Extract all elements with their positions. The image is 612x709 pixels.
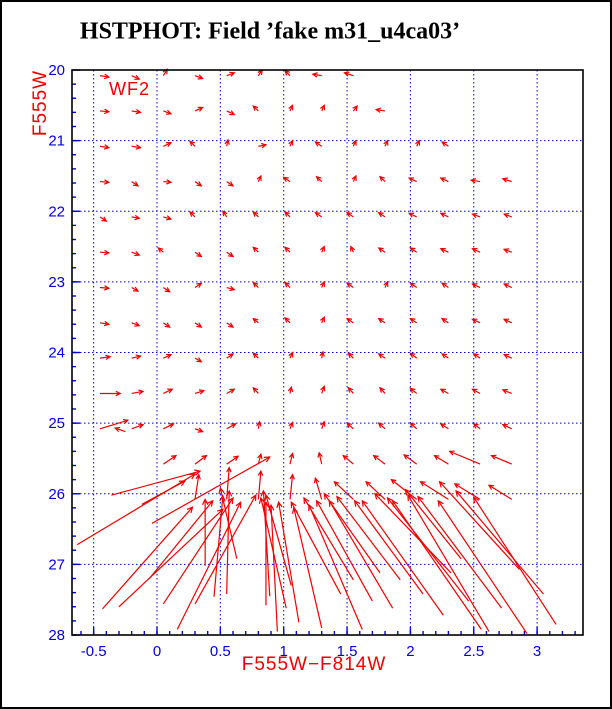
svg-text:23: 23	[48, 274, 65, 291]
svg-text:-0.5: -0.5	[81, 643, 107, 660]
svg-text:28: 28	[48, 627, 65, 644]
chart-title: HSTPHOT: Field ’fake m31_u4ca03’	[79, 18, 461, 45]
svg-text:3: 3	[533, 643, 541, 660]
y-axis-label: F555W	[30, 69, 51, 137]
svg-text:20: 20	[48, 62, 65, 79]
svg-text:25: 25	[48, 415, 65, 432]
long-vectors	[76, 456, 557, 634]
svg-text:2: 2	[406, 643, 414, 660]
y-tick-labels: 20 21 22 23 24 25 26 27 28	[48, 62, 65, 644]
svg-text:1.5: 1.5	[337, 643, 358, 660]
chip-annotation: WF2	[109, 79, 150, 99]
x-tick-labels: -0.5 0 0.5 1 1.5 2 2.5 3	[81, 643, 542, 660]
svg-text:1: 1	[280, 643, 288, 660]
svg-text:21: 21	[48, 133, 65, 150]
svg-text:24: 24	[48, 345, 65, 362]
svg-text:22: 22	[48, 203, 65, 220]
gridlines	[72, 70, 583, 635]
x-axis-label: F555W−F814W	[241, 654, 387, 675]
svg-text:0: 0	[153, 643, 161, 660]
svg-text:2.5: 2.5	[463, 643, 484, 660]
small-vectors	[99, 68, 513, 500]
plot-frame	[71, 69, 584, 636]
svg-text:26: 26	[48, 486, 65, 503]
svg-text:0.5: 0.5	[210, 643, 231, 660]
svg-text:27: 27	[48, 556, 65, 573]
